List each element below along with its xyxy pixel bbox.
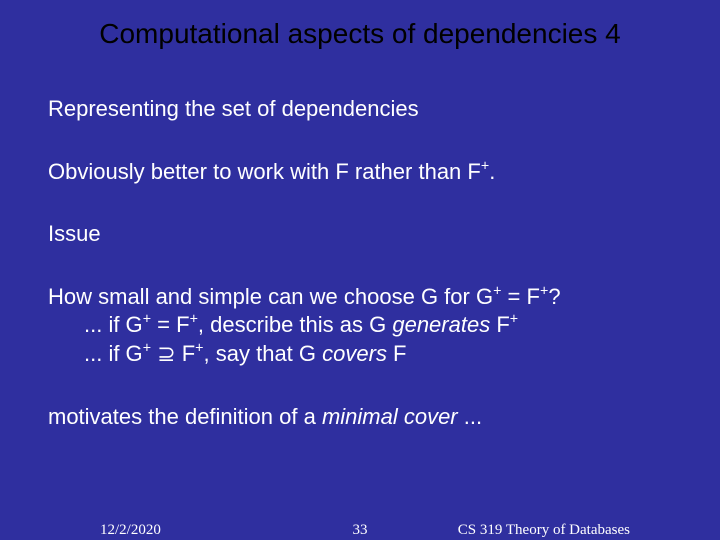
sup-plus: + [481, 158, 489, 174]
italic-minimal-cover: minimal cover [322, 404, 458, 429]
text: . [489, 159, 495, 184]
text: ... if G [84, 341, 143, 366]
text: motivates the definition of a [48, 404, 322, 429]
text: = F [501, 284, 540, 309]
line-motivates: motivates the definition of a minimal co… [48, 403, 678, 432]
slide-title: Computational aspects of dependencies 4 [0, 18, 720, 50]
line-representing: Representing the set of dependencies [48, 95, 678, 124]
text: How small and simple can we choose G for… [48, 284, 493, 309]
sup-plus: + [195, 341, 203, 357]
text: F [490, 312, 510, 337]
italic-covers: covers [322, 341, 387, 366]
sup-plus: + [143, 312, 151, 328]
footer-course: CS 319 Theory of Databases [458, 522, 630, 539]
sup-plus: + [510, 312, 518, 328]
italic-generates: generates [392, 312, 490, 337]
text: = F [151, 312, 190, 337]
text: , say that G [204, 341, 323, 366]
text: ... [458, 404, 482, 429]
sup-plus: + [190, 312, 198, 328]
text: F [182, 341, 195, 366]
slide: Computational aspects of dependencies 4 … [0, 0, 720, 540]
text: ... if G [84, 312, 143, 337]
bullet-covers: ... if G+ ⊇ F+, say that G covers F [84, 340, 678, 369]
line-obviously: Obviously better to work with F rather t… [48, 158, 678, 187]
text: ? [548, 284, 560, 309]
superset-symbol: ⊇ [151, 341, 182, 366]
text: , describe this as G [198, 312, 392, 337]
line-issue: Issue [48, 220, 678, 249]
sup-plus: + [143, 341, 151, 357]
text: F [387, 341, 407, 366]
slide-body: Representing the set of dependencies Obv… [48, 95, 678, 465]
block-question: How small and simple can we choose G for… [48, 283, 678, 369]
text: Obviously better to work with F rather t… [48, 159, 481, 184]
bullet-generates: ... if G+ = F+, describe this as G gener… [84, 311, 678, 340]
